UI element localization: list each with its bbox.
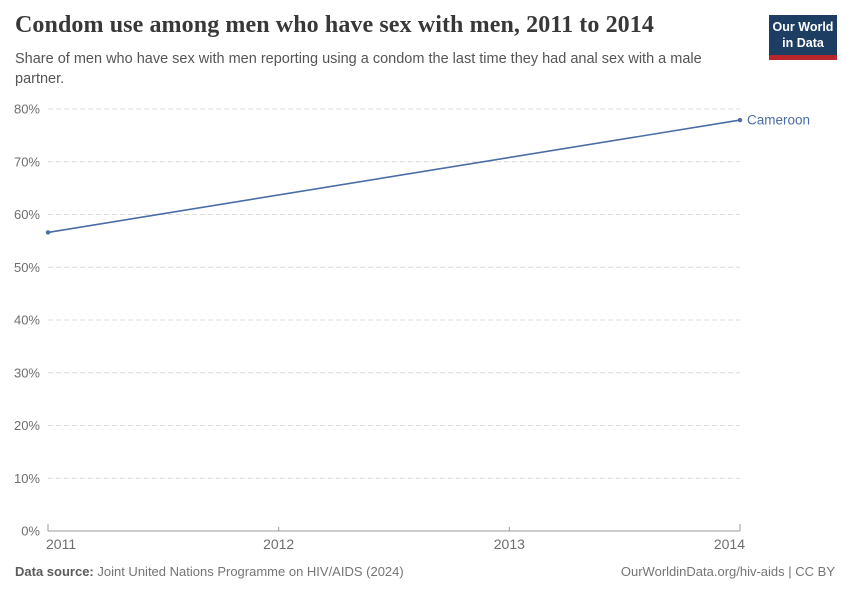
x-axis-tick-label: 2014 <box>714 536 745 552</box>
y-axis-tick-label: 0% <box>21 524 40 539</box>
data-source-text: Joint United Nations Programme on HIV/AI… <box>93 564 404 579</box>
series-labels-layer: Cameroon <box>747 113 810 128</box>
data-series-layer <box>45 117 743 235</box>
x-axis-tick-label: 2012 <box>263 536 294 552</box>
chart-footer: Data source: Joint United Nations Progra… <box>15 564 835 579</box>
gridlines-layer: 0% 10% 20% 30% 40% 50% 60% 70% 80% <box>14 102 740 539</box>
data-source-label: Data source: <box>15 564 94 579</box>
data-point-marker <box>737 117 743 123</box>
y-axis-tick-label: 20% <box>14 418 40 433</box>
entity-label[interactable]: Cameroon <box>747 113 810 128</box>
data-point-marker <box>45 230 51 235</box>
x-axis-tick-label: 2013 <box>494 536 525 552</box>
owid-logo-line2: in Data <box>782 35 824 50</box>
y-axis-tick-label: 60% <box>14 207 40 222</box>
page-title: Condom use among men who have sex with m… <box>15 12 654 38</box>
data-source-note: Data source: Joint United Nations Progra… <box>15 564 404 579</box>
y-axis-tick-label: 10% <box>14 471 40 486</box>
data-line[interactable] <box>47 119 741 234</box>
y-axis-tick-label: 70% <box>14 154 40 169</box>
license-note[interactable]: OurWorldinData.org/hiv-aids | CC BY <box>620 564 835 579</box>
y-axis-tick-label: 80% <box>14 102 40 117</box>
x-axis: 2011 2012 2013 2014 <box>46 524 745 552</box>
chart-subtitle: Share of men who have sex with men repor… <box>15 51 702 87</box>
owid-logo[interactable]: Our World in Data <box>769 15 837 61</box>
y-axis-tick-label: 50% <box>14 260 40 275</box>
y-axis-tick-label: 30% <box>14 365 40 380</box>
y-axis-tick-label: 40% <box>14 313 40 328</box>
owid-logo-line1: Our World <box>772 20 834 34</box>
x-axis-tick-label: 2011 <box>46 536 76 552</box>
